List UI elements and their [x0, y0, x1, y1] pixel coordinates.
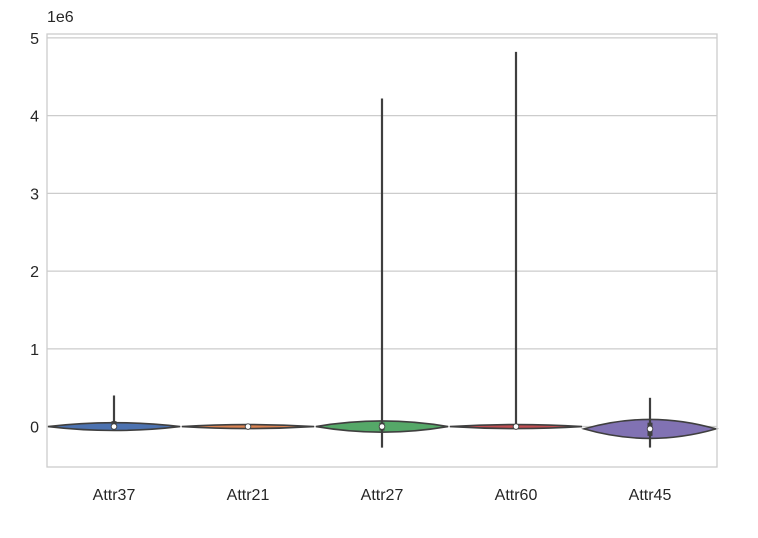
- violin-median-point: [646, 425, 654, 433]
- violin-attr45: [581, 397, 719, 448]
- violin-median-point: [378, 423, 386, 430]
- x-tick-label: Attr27: [361, 487, 404, 504]
- y-tick-label: 5: [30, 31, 39, 48]
- x-axis-ticks: Attr37 Attr21 Attr27 Attr60 Attr45: [93, 487, 672, 504]
- violin-attr37: [47, 395, 181, 432]
- violin-attr27: [315, 98, 449, 448]
- violin-median-point: [244, 423, 252, 430]
- violin-attr21: [181, 423, 315, 430]
- x-tick-label: Attr21: [227, 487, 270, 504]
- x-tick-label: Attr60: [495, 487, 538, 504]
- x-tick-label: Attr45: [629, 487, 672, 504]
- plot-border: [46, 33, 718, 468]
- x-tick-label: Attr37: [93, 487, 136, 504]
- violin-median-point: [512, 423, 520, 430]
- y-tick-label: 1: [30, 342, 39, 359]
- y-axis-ticks: 0 1 2 3 4 5: [30, 31, 39, 437]
- y-tick-label: 3: [30, 186, 39, 203]
- y-tick-label: 4: [30, 109, 39, 126]
- y-offset-label: 1e6: [47, 9, 74, 26]
- y-tick-label: 2: [30, 264, 39, 281]
- plot-frame: [46, 33, 718, 468]
- violin-layer: [47, 51, 719, 448]
- violin-attr60: [449, 51, 583, 430]
- violin-median-point: [110, 423, 118, 430]
- y-tick-label: 0: [30, 420, 39, 437]
